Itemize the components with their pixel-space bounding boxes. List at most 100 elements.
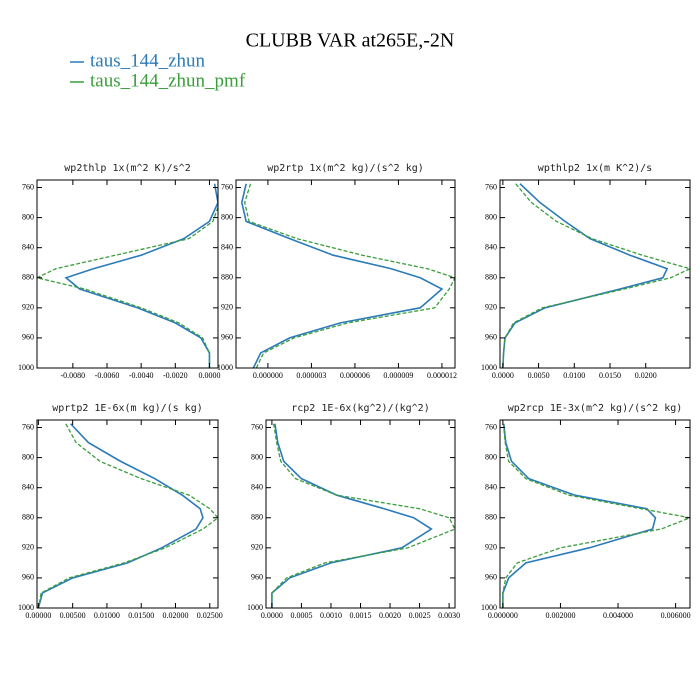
y-tick-label: 760	[22, 182, 34, 191]
panel-title: wp2rtp 1x(m^2 kg)/(s^2 kg)	[267, 163, 424, 174]
x-tick-label: 0.002000	[545, 611, 575, 620]
y-tick-label: 800	[22, 452, 34, 461]
y-tick-label: 960	[485, 333, 497, 342]
y-tick-label: 1000	[481, 363, 497, 372]
x-tick-label: 0.004000	[603, 611, 633, 620]
series-line	[271, 423, 455, 608]
y-tick-label: 920	[485, 303, 497, 312]
y-tick-label: 800	[22, 212, 34, 221]
x-tick-label: 0.02500	[197, 611, 223, 620]
y-tick-label: 760	[485, 182, 497, 191]
x-tick-label: 0.0050	[528, 371, 550, 380]
y-tick-label: 920	[251, 543, 263, 552]
plot-frame	[235, 179, 456, 369]
y-tick-label: 840	[485, 483, 497, 492]
x-tick-label: 0.0015	[350, 611, 372, 620]
x-tick-label: 0.000000	[488, 611, 518, 620]
x-tick-label: 0.000003	[296, 371, 326, 380]
x-tick-label: 0.0000	[198, 371, 220, 380]
y-tick-label: 840	[485, 243, 497, 252]
y-tick-label: 800	[251, 452, 263, 461]
x-tick-label: 0.000012	[427, 371, 457, 380]
series-line	[244, 183, 455, 368]
x-tick-label: 0.000000	[253, 371, 283, 380]
y-tick-label: 920	[221, 303, 233, 312]
x-tick-label: -0.0060	[95, 371, 120, 380]
y-tick-label: 960	[22, 333, 34, 342]
series-line	[502, 183, 690, 368]
x-tick-label: 0.0005	[290, 611, 312, 620]
series-line	[64, 183, 218, 368]
x-tick-label: 0.00500	[60, 611, 86, 620]
x-tick-label: 0.0010	[320, 611, 342, 620]
y-tick-label: 760	[22, 422, 34, 431]
series-line	[37, 423, 204, 608]
y-tick-label: 1000	[18, 603, 34, 612]
x-tick-label: 0.0025	[409, 611, 431, 620]
panel-title: wp2thlp 1x(m^2 K)/s^2	[64, 163, 190, 174]
series-line	[502, 423, 657, 608]
y-tick-label: 880	[221, 273, 233, 282]
panel-title: rcp2 1E-6x(kg^2)/(kg^2)	[291, 403, 429, 414]
x-tick-label: 0.0000	[492, 371, 514, 380]
x-tick-label: 0.0000	[261, 611, 283, 620]
y-tick-label: 880	[485, 513, 497, 522]
y-tick-label: 880	[251, 513, 263, 522]
figure-title: CLUBB VAR at265E,-2N	[246, 30, 455, 52]
x-tick-label: 0.000009	[383, 371, 413, 380]
y-tick-label: 840	[251, 483, 263, 492]
legend-label: taus_144_zhun	[90, 50, 206, 71]
y-tick-label: 960	[22, 573, 34, 582]
plot-frame	[265, 419, 456, 609]
series-line	[240, 183, 444, 368]
y-tick-label: 840	[22, 243, 34, 252]
y-tick-label: 760	[221, 182, 233, 191]
series-line	[37, 183, 218, 368]
x-tick-label: 0.0030	[438, 611, 460, 620]
y-tick-label: 800	[485, 212, 497, 221]
x-tick-label: 0.01000	[94, 611, 120, 620]
x-tick-label: 0.02000	[162, 611, 188, 620]
x-tick-label: 0.0200	[635, 371, 657, 380]
x-tick-label: -0.0080	[61, 371, 86, 380]
panel-title: wprtp2 1E-6x(m kg)/(s kg)	[52, 403, 203, 414]
x-tick-label: 0.006000	[661, 611, 691, 620]
y-tick-label: 920	[22, 303, 34, 312]
series-line	[271, 423, 433, 608]
plot-frame	[36, 179, 219, 369]
y-tick-label: 960	[251, 573, 263, 582]
x-tick-label: 0.0020	[379, 611, 401, 620]
x-tick-label: -0.0040	[129, 371, 154, 380]
plot-frame	[499, 179, 691, 369]
x-tick-label: -0.0020	[163, 371, 188, 380]
series-line	[37, 423, 218, 608]
y-tick-label: 1000	[18, 363, 34, 372]
y-tick-label: 760	[251, 422, 263, 431]
y-tick-label: 1000	[217, 363, 233, 372]
y-tick-label: 880	[22, 273, 34, 282]
series-line	[502, 423, 690, 608]
y-tick-label: 800	[485, 452, 497, 461]
series-line	[502, 183, 669, 368]
y-tick-label: 880	[22, 513, 34, 522]
panel-title: wpthlp2 1x(m K^2)/s	[538, 163, 652, 174]
y-tick-label: 1000	[247, 603, 263, 612]
panel-title: wp2rcp 1E-3x(m^2 kg)/(s^2 kg)	[508, 403, 683, 414]
x-tick-label: 0.000006	[340, 371, 370, 380]
y-tick-label: 920	[485, 543, 497, 552]
plot-frame	[499, 419, 691, 609]
y-tick-label: 920	[22, 543, 34, 552]
legend-label: taus_144_zhun_pmf	[90, 70, 246, 91]
x-tick-label: 0.0150	[599, 371, 621, 380]
y-tick-label: 960	[485, 573, 497, 582]
x-tick-label: 0.00000	[25, 611, 51, 620]
y-tick-label: 1000	[481, 603, 497, 612]
y-tick-label: 960	[221, 333, 233, 342]
y-tick-label: 880	[485, 273, 497, 282]
y-tick-label: 800	[221, 212, 233, 221]
x-tick-label: 0.01500	[128, 611, 154, 620]
y-tick-label: 840	[22, 483, 34, 492]
y-tick-label: 840	[221, 243, 233, 252]
x-tick-label: 0.0100	[563, 371, 585, 380]
